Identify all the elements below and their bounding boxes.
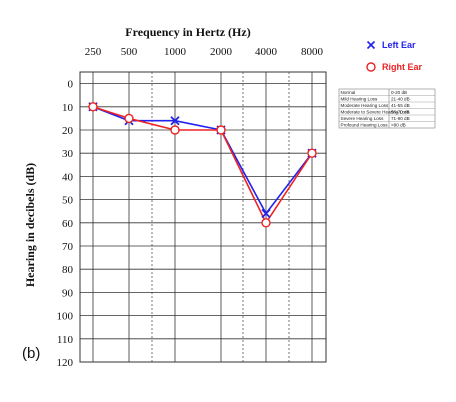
table-cell-range: 21-40 dB — [391, 97, 410, 102]
y-tick-label: 100 — [57, 311, 74, 323]
data-point-right-ear — [124, 113, 134, 124]
legend-marker-1 — [366, 62, 376, 72]
y-tick-label: 40 — [62, 171, 74, 183]
data-point-right-ear — [88, 102, 98, 112]
y-tick-label: 20 — [62, 125, 74, 137]
plot-area: 0 10 20 30 40 50 60 70 80 90 100 110 120 250 500 1000 20… — [57, 46, 327, 369]
table-cell-label: Normal — [341, 90, 356, 95]
table-cell-label: Profound Hearing Loss — [341, 123, 389, 128]
table-cell-range: 41-55 dB — [391, 103, 410, 108]
y-tick-label: 50 — [62, 195, 74, 207]
data-point-left-ear — [261, 208, 271, 219]
y-tick-label: 120 — [57, 357, 74, 369]
table-cell-label: Moderate to Severe Hearing Loss — [341, 110, 410, 115]
data-point-right-ear — [216, 125, 226, 135]
chart-title: Frequency in Hertz (Hz) — [125, 25, 250, 39]
x-tick-label-1000: 1000 — [164, 46, 187, 58]
legend-label-1: Right Ear — [382, 62, 423, 72]
table-cell-label: Moderate Hearing Loss — [341, 103, 389, 108]
y-tick-label: 10 — [62, 102, 74, 114]
data-point-right-ear — [261, 218, 271, 228]
legend: Left Ear Right Ear — [366, 40, 423, 72]
y-axis-label: Hearing in decibels (dB) — [23, 163, 37, 287]
y-tick-label: 0 — [68, 79, 74, 91]
table-cell-range: 56-70 dB — [391, 110, 410, 115]
y-tick-label: 30 — [62, 148, 74, 160]
table-cell-label: Severe Hearing Loss — [341, 116, 385, 121]
series-line-0 — [92, 106, 313, 215]
table-cell-range: 71-90 dB — [391, 116, 410, 121]
y-tick-label: 90 — [62, 287, 74, 299]
series-line-1 — [92, 106, 313, 225]
legend-marker-0 — [366, 40, 376, 50]
y-tick-label: 60 — [62, 218, 74, 230]
data-point-right-ear — [170, 125, 180, 135]
data-point-right-ear — [307, 148, 317, 158]
y-tick-label: 110 — [57, 334, 74, 346]
x-tick-label-4000: 4000 — [255, 46, 278, 58]
legend-label-0: Left Ear — [382, 40, 416, 50]
plot-frame — [79, 71, 327, 363]
table-cell-range: >90 dB — [391, 123, 406, 128]
panel-label: (b) — [22, 345, 40, 362]
y-tick-label: 80 — [62, 264, 74, 276]
x-tick-label-8000: 8000 — [301, 46, 324, 58]
x-tick-label-250: 250 — [85, 46, 102, 58]
y-tick-label: 70 — [62, 241, 74, 253]
table-cell-label: Mild Hearing Loss — [341, 97, 378, 102]
table-cell-range: 0-20 dB — [391, 90, 407, 95]
x-tick-label-2000: 2000 — [210, 46, 233, 58]
x-tick-label-500: 500 — [121, 46, 138, 58]
data-point-left-ear — [170, 116, 180, 126]
